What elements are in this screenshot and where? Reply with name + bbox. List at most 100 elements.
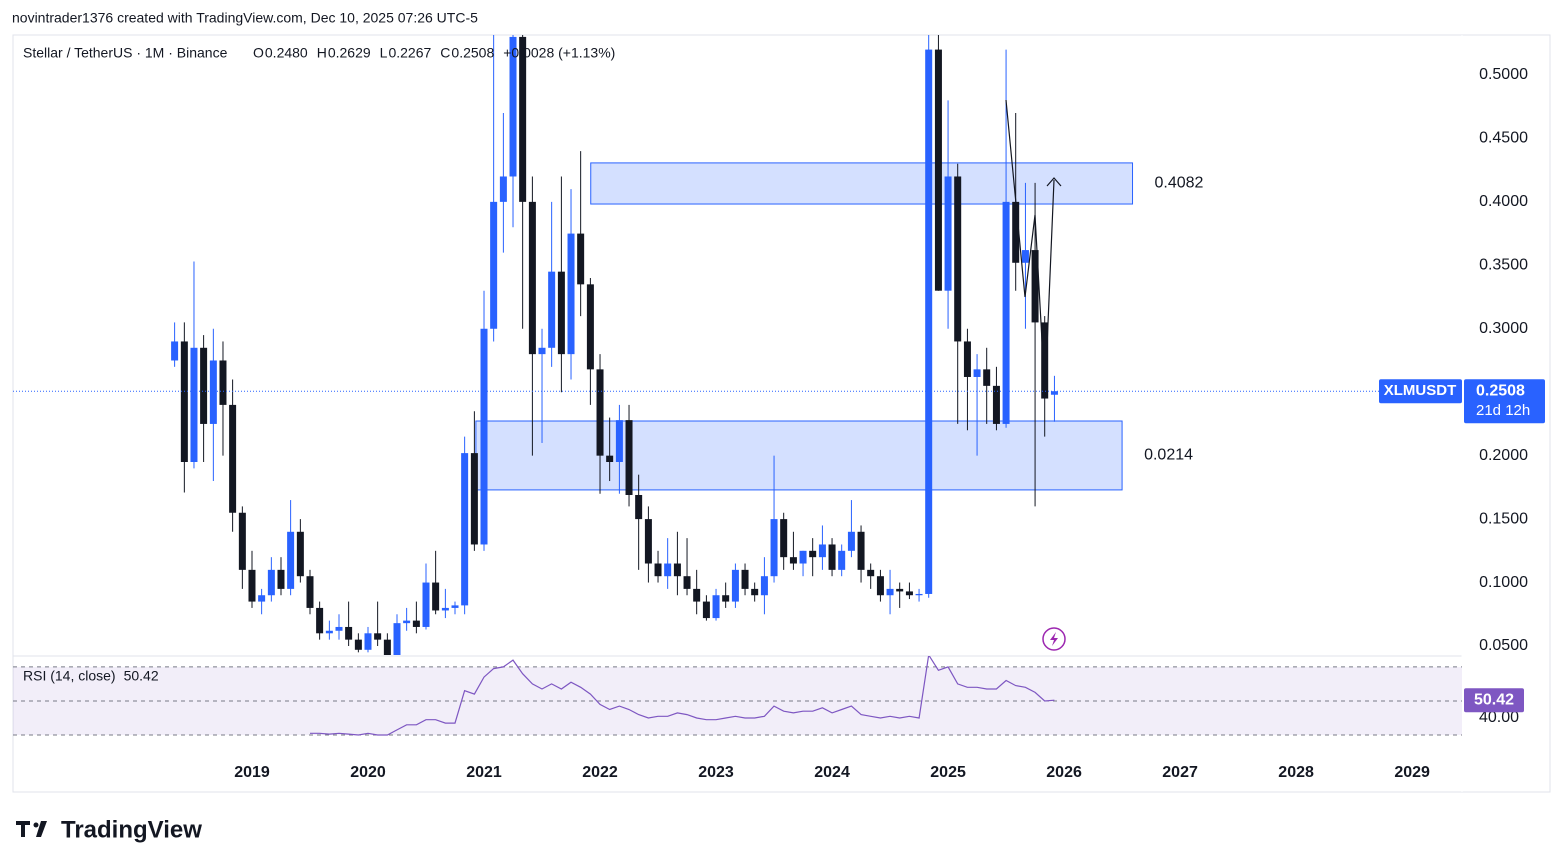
candle-body (325, 630, 333, 634)
candle-body (1041, 322, 1049, 399)
axes: 0.05000.10000.15000.20000.25000.30000.35… (13, 66, 1545, 781)
candle-body (509, 36, 517, 177)
candle-body (499, 176, 507, 202)
candle-body (615, 420, 623, 462)
candle-body (229, 404, 237, 513)
attribution: novintrader1376 created with TradingView… (12, 10, 478, 26)
y-tick-label: 0.2000 (1479, 447, 1528, 464)
candle-body (248, 569, 256, 602)
ohlc-key: H (317, 45, 327, 61)
tv-logo: TradingView (16, 816, 202, 843)
y-tick-label: 0.4500 (1479, 130, 1528, 147)
change: +0.0028 (+1.13%) (503, 45, 615, 61)
logo-dot (33, 822, 39, 828)
rsi-title: RSI (14, close) (23, 668, 116, 684)
candle-body (209, 360, 217, 424)
candle-body (180, 341, 188, 462)
zone (590, 162, 1134, 205)
candle-body (480, 328, 488, 545)
candle-body (799, 550, 807, 564)
x-tick-label: 2023 (698, 764, 734, 781)
arrow-path (1005, 99, 1055, 396)
y-tick-label: 0.4000 (1479, 193, 1528, 210)
candle-body (422, 582, 430, 627)
x-tick-label: 2022 (582, 764, 618, 781)
candle-body (238, 512, 246, 570)
arrow-head (1046, 177, 1062, 187)
symbol-label: XLMUSDT (1384, 382, 1457, 399)
candle-body (470, 453, 478, 545)
logo-mark (16, 821, 30, 837)
candle-body (741, 569, 749, 589)
candle-body (944, 176, 952, 291)
candle-body (461, 453, 469, 606)
candle-body (335, 626, 343, 631)
candle-body (393, 623, 401, 655)
candle-body (287, 531, 295, 589)
zone (475, 420, 1123, 491)
candle-body (625, 420, 633, 495)
symbol-box (1379, 379, 1462, 404)
ohlc-value: 0.2267 (388, 45, 431, 61)
candle-body (693, 588, 701, 602)
y-tick-label: 0.5000 (1479, 66, 1528, 83)
countdown-label: 21d 12h (1476, 402, 1530, 419)
candle-body (200, 347, 208, 424)
rsi-value-label: 50.42 (1474, 691, 1514, 708)
zone-label: 0.0214 (1144, 447, 1193, 464)
x-tick-label: 2028 (1278, 764, 1314, 781)
logo-text: TradingView (61, 816, 202, 843)
x-tick-label: 2029 (1394, 764, 1430, 781)
candle-body (1012, 201, 1020, 263)
candle-body (683, 576, 691, 589)
candle-body (412, 620, 420, 627)
ohlc-value: 0.2508 (451, 45, 494, 61)
x-tick-label: 2026 (1046, 764, 1082, 781)
x-tick-label: 2020 (350, 764, 386, 781)
candle-body (267, 569, 275, 596)
candle-body (538, 347, 546, 355)
candle-body (364, 633, 372, 650)
candle-body (644, 519, 652, 564)
x-tick-label: 2027 (1162, 764, 1198, 781)
candle-body (664, 563, 672, 577)
candle-body (403, 620, 411, 624)
candle-body (441, 607, 449, 611)
candle-body (528, 201, 536, 355)
candle-body (963, 341, 971, 377)
candle-body (277, 569, 285, 589)
candle-body (818, 544, 826, 558)
candle-body (490, 201, 498, 329)
symbol: Stellar / TetherUS · 1M · Binance (23, 45, 228, 61)
candle-body (258, 595, 266, 602)
candle-body (760, 576, 768, 596)
candle-body (451, 605, 459, 608)
candle-body (1002, 201, 1010, 424)
candle-body (925, 49, 933, 594)
candle-body (1031, 250, 1039, 323)
candle-body (345, 626, 353, 640)
event-bolt (1050, 632, 1058, 646)
candle-body (606, 455, 614, 462)
candle-body (190, 347, 198, 462)
candle-body (983, 369, 991, 386)
candle-body (586, 284, 594, 370)
logo-mark (36, 821, 47, 837)
y-tick-label: 0.1000 (1479, 574, 1528, 591)
chart-frame (12, 34, 1551, 793)
candle-body (354, 639, 362, 650)
ohlc-value: 0.2629 (328, 45, 371, 61)
candle-body (1050, 391, 1058, 395)
price-label: 0.2508 (1476, 382, 1525, 399)
candle-body (219, 360, 227, 405)
zone-label: 0.4082 (1155, 175, 1204, 192)
x-tick-label: 2019 (234, 764, 270, 781)
ohlc-value: 0.2480 (265, 45, 308, 61)
candle-body (751, 588, 759, 596)
candle-body (905, 591, 913, 596)
ohlc-key: O (253, 45, 264, 61)
y-tick-label: 0.1500 (1479, 510, 1528, 527)
zones: 0.4082 0.0214 (475, 162, 1204, 491)
